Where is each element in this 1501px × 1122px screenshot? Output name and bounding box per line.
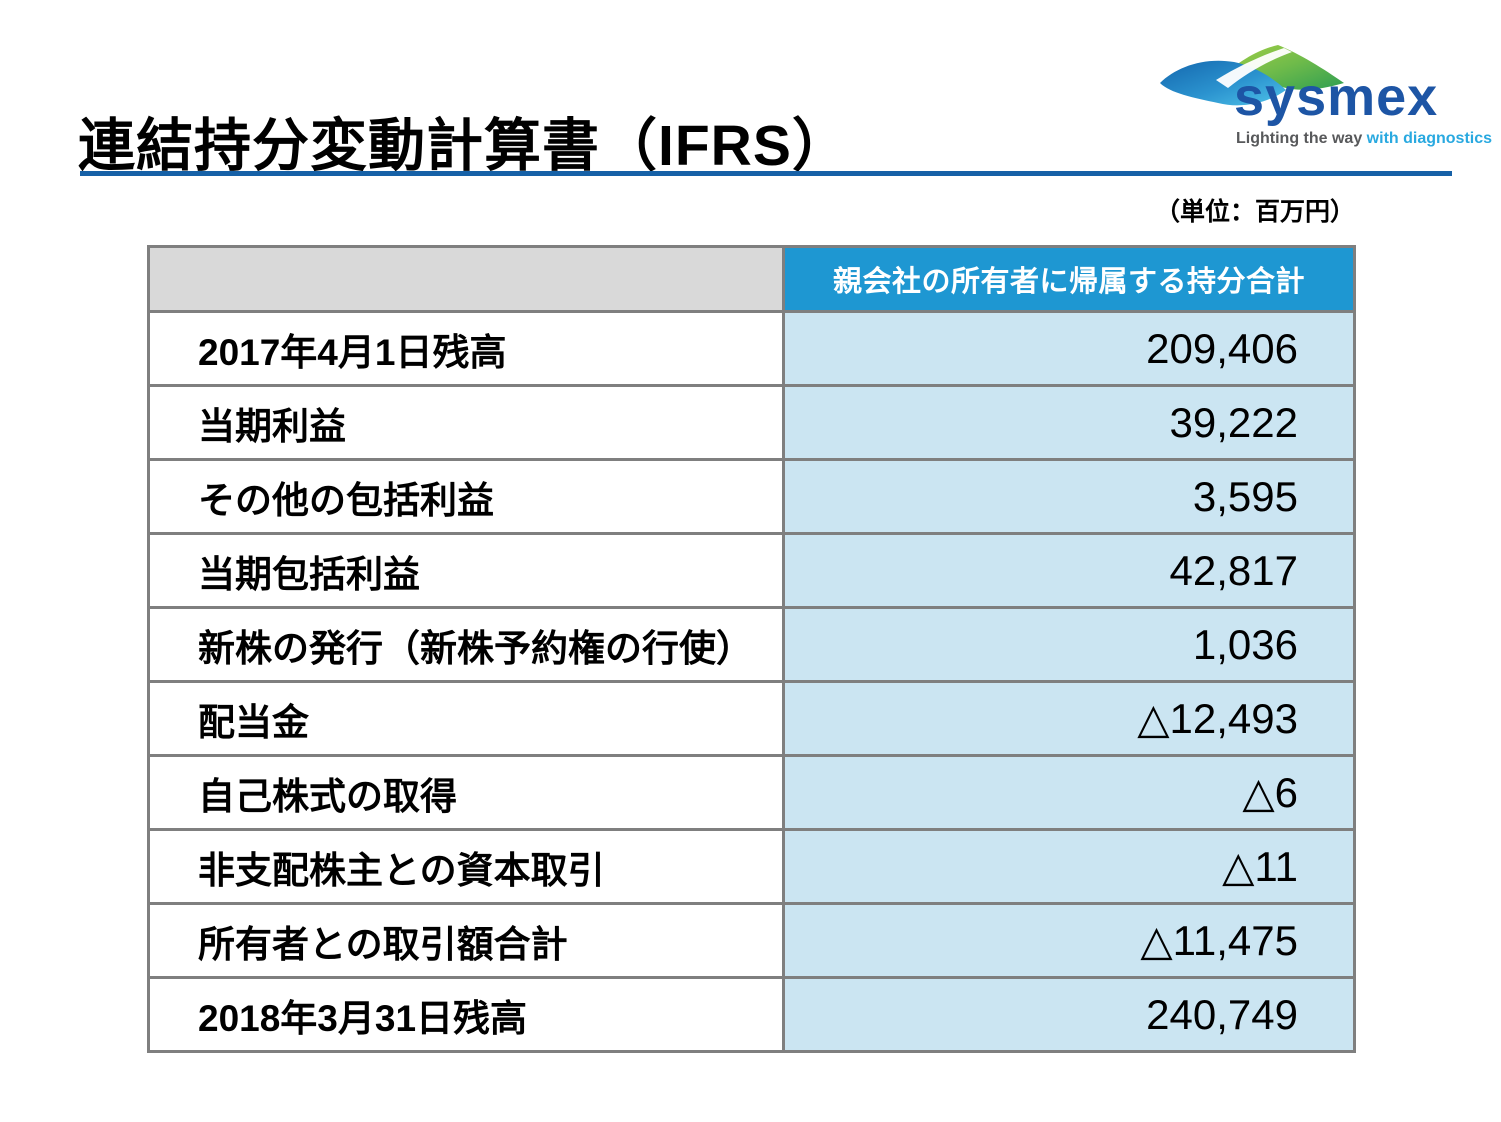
value-column-header: 親会社の所有者に帰属する持分合計: [782, 245, 1356, 313]
row-label: 新株の発行（新株予約権の行使）: [147, 606, 785, 683]
row-value: 1,036: [782, 606, 1356, 683]
row-label: 非支配株主との資本取引: [147, 828, 785, 905]
sysmex-tagline: Lighting the way with diagnostics: [1236, 130, 1492, 148]
title-divider-rule: [80, 171, 1452, 176]
table-row: 非支配株主との資本取引 △11: [147, 828, 1356, 905]
tagline-blue-text: with diagnostics: [1366, 130, 1493, 147]
row-value: △11: [782, 828, 1356, 905]
table-row: 自己株式の取得 △6: [147, 754, 1356, 831]
table-row: 新株の発行（新株予約権の行使） 1,036: [147, 606, 1356, 683]
tagline-gray-text: Lighting the way: [1236, 130, 1367, 147]
row-label: 2017年4月1日残高: [147, 310, 785, 387]
row-label: その他の包括利益: [147, 458, 785, 535]
table-header-row: 親会社の所有者に帰属する持分合計: [147, 245, 1356, 313]
table-row: 所有者との取引額合計 △11,475: [147, 902, 1356, 979]
table-row: 2017年4月1日残高 209,406: [147, 310, 1356, 387]
unit-label: （単位：百万円）: [1154, 198, 1355, 226]
row-value: △11,475: [782, 902, 1356, 979]
table-row: 配当金 △12,493: [147, 680, 1356, 757]
row-label: 自己株式の取得: [147, 754, 785, 831]
sysmex-wordmark: sysmex: [1234, 67, 1439, 127]
row-value: 3,595: [782, 458, 1356, 535]
equity-statement-table: 親会社の所有者に帰属する持分合計 2017年4月1日残高 209,406 当期利…: [147, 245, 1356, 1053]
table-row: 当期利益 39,222: [147, 384, 1356, 461]
row-value: 209,406: [782, 310, 1356, 387]
row-value: △6: [782, 754, 1356, 831]
row-label: 配当金: [147, 680, 785, 757]
row-label: 所有者との取引額合計: [147, 902, 785, 979]
row-value: △12,493: [782, 680, 1356, 757]
row-value: 39,222: [782, 384, 1356, 461]
sysmex-logo: sysmex Lighting the way with diagnostics: [1158, 38, 1492, 158]
sysmex-swoosh-icon: [1160, 45, 1344, 106]
row-value: 240,749: [782, 976, 1356, 1053]
table-row: 2018年3月31日残高 240,749: [147, 976, 1356, 1053]
table-row: その他の包括利益 3,595: [147, 458, 1356, 535]
page-title: 連結持分変動計算書（IFRS）: [78, 114, 850, 179]
row-label: 2018年3月31日残高: [147, 976, 785, 1053]
row-value: 42,817: [782, 532, 1356, 609]
row-label: 当期利益: [147, 384, 785, 461]
table-row: 当期包括利益 42,817: [147, 532, 1356, 609]
row-label: 当期包括利益: [147, 532, 785, 609]
table-corner-cell: [147, 245, 785, 313]
